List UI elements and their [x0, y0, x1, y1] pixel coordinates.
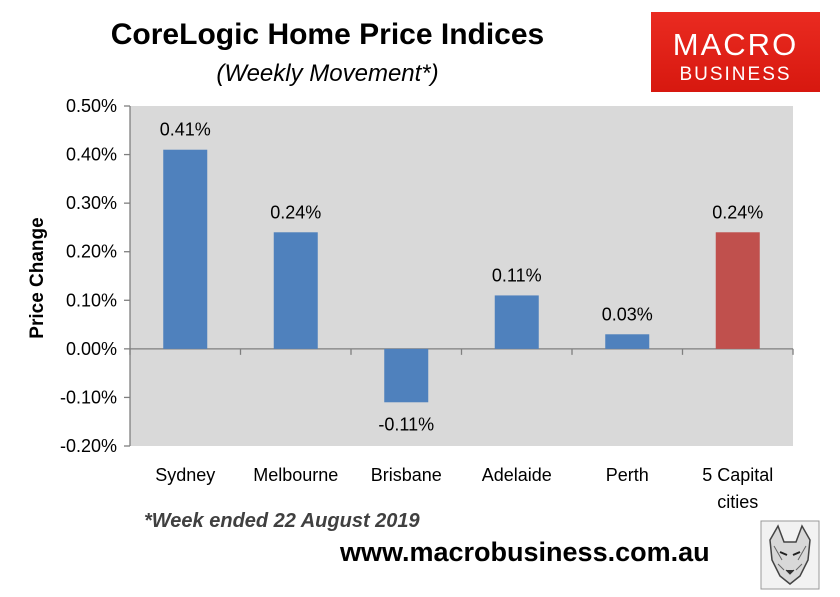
y-tick-label: 0.30% [66, 193, 117, 213]
data-label: 0.41% [160, 120, 211, 140]
data-labels: 0.41% 0.24% -0.11% 0.11% 0.03% 0.24% [160, 120, 764, 435]
y-tick-label: 0.10% [66, 290, 117, 310]
data-label: 0.24% [712, 202, 763, 222]
chart-subtitle: (Weekly Movement*) [216, 60, 439, 87]
footnote: *Week ended 22 August 2019 [144, 510, 420, 532]
logo-line-business: BUSINESS [679, 64, 792, 85]
bar-sydney [163, 149, 208, 349]
y-tick-label: 0.20% [66, 242, 117, 262]
data-label: -0.11% [378, 414, 434, 434]
x-tick-label: cities [717, 492, 758, 512]
bar-adelaide [494, 295, 539, 349]
data-label: 0.11% [492, 265, 542, 285]
plot-area [130, 106, 793, 446]
wolf-icon [760, 520, 820, 590]
y-axis: 0.50% 0.40% 0.30% 0.20% 0.10% 0.00% -0.10% -0.2… [60, 96, 131, 456]
x-tick-label: 5 Capital [702, 465, 773, 485]
logo-line-macro: MACRO [672, 27, 799, 62]
y-axis-title: Price Change [27, 217, 48, 338]
y-tick-label: -0.10% [60, 387, 117, 407]
x-axis: Sydney Melbourne Brisbane Adelaide Perth 5 Ca… [129, 348, 794, 512]
x-tick-label: Sydney [155, 465, 215, 485]
macrobusiness-logo: MACRO BUSINESS [651, 12, 820, 92]
x-tick-label: Perth [606, 465, 649, 485]
bar-5-capital-cities [715, 232, 760, 349]
bar-melbourne [273, 232, 318, 349]
data-label: 0.03% [602, 304, 653, 324]
bar-brisbane [384, 348, 429, 403]
website-url: www.macrobusiness.com.au [340, 537, 710, 567]
y-tick-label: 0.50% [66, 96, 117, 116]
y-tick-label: 0.40% [66, 145, 117, 165]
x-tick-label: Brisbane [371, 465, 442, 485]
x-tick-label: Adelaide [482, 465, 552, 485]
y-tick-label: 0.00% [66, 339, 117, 359]
bars [163, 149, 760, 403]
x-tick-label: Melbourne [253, 465, 338, 485]
data-label: 0.24% [270, 202, 321, 222]
bar-perth [605, 334, 650, 349]
y-tick-label: -0.20% [60, 436, 117, 456]
chart-title: CoreLogic Home Price Indices [110, 18, 545, 51]
